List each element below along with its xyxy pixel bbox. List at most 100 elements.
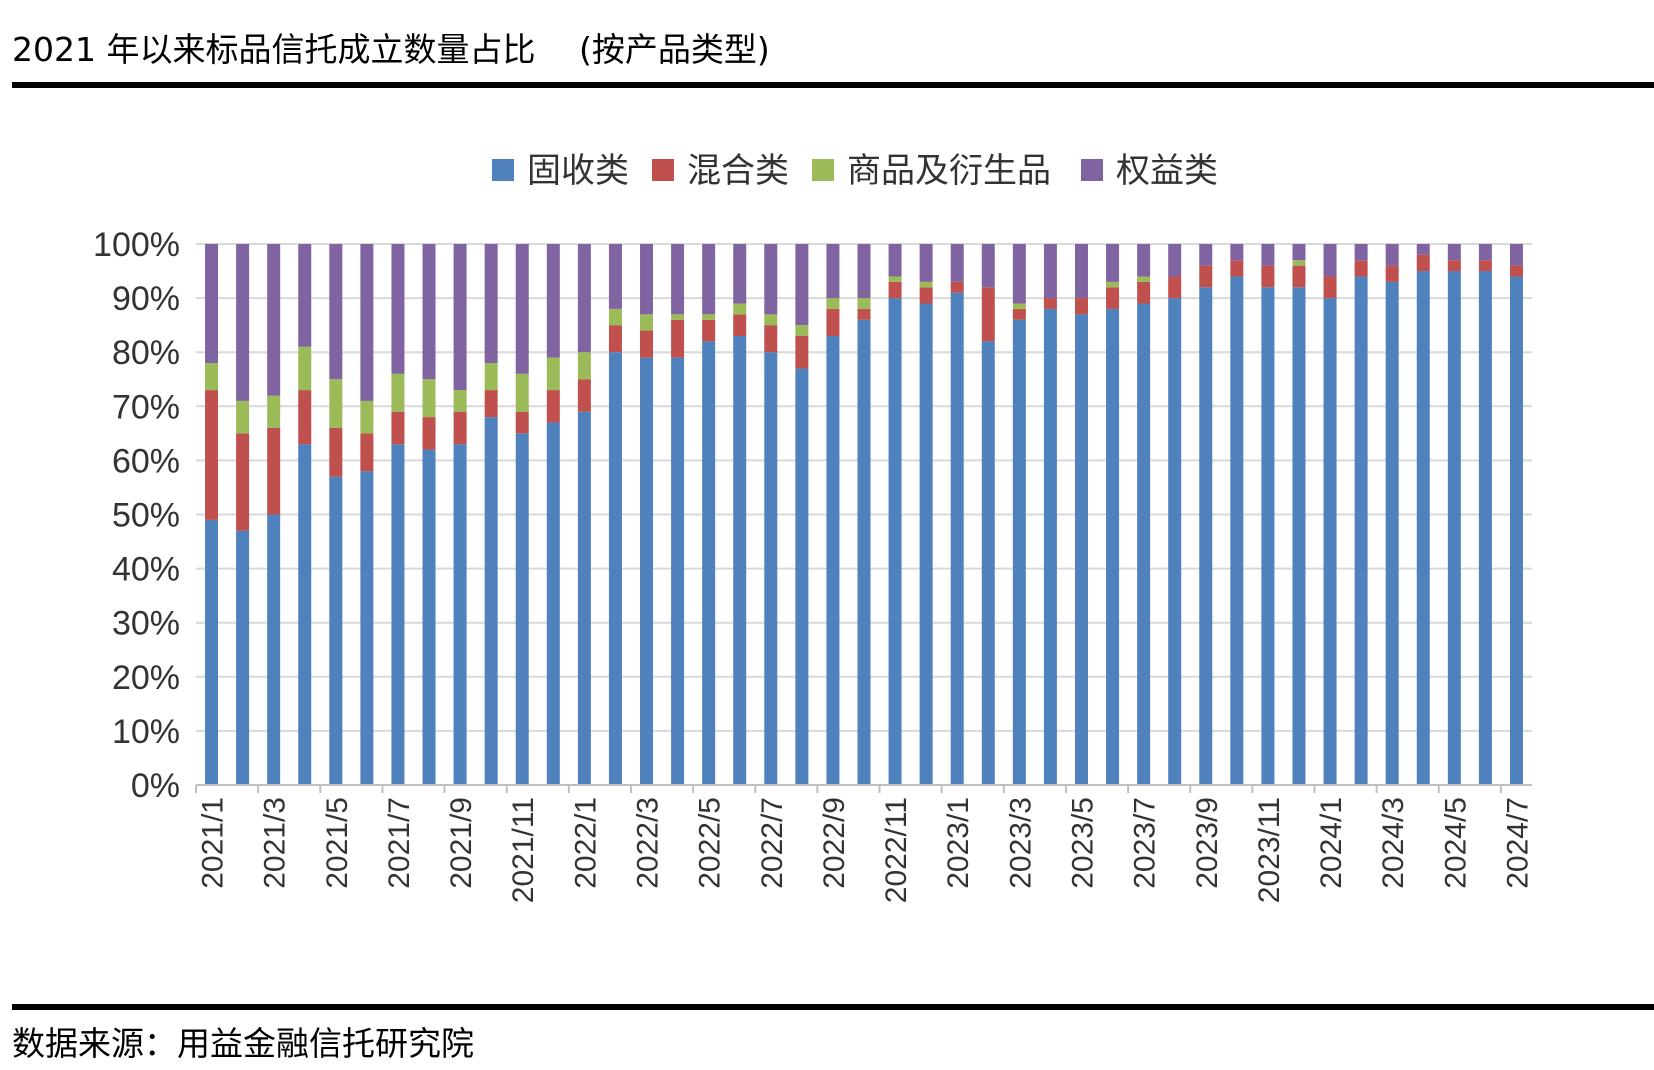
bar-segment: [1509, 265, 1523, 277]
bar-stack: [205, 244, 219, 785]
bar-segment: [453, 411, 467, 445]
bar-stack: [733, 244, 747, 785]
bar-segment: [1074, 314, 1088, 785]
y-tick-label: 40%: [112, 551, 180, 589]
bar-segment: [1354, 260, 1368, 277]
bar-segment: [1137, 244, 1151, 277]
bar-segment: [484, 417, 498, 785]
bar-stack: [1261, 244, 1275, 785]
bar-segment: [857, 319, 871, 785]
bar-segment: [1106, 287, 1120, 309]
legend-item: 固收类: [492, 151, 629, 191]
bar-segment: [608, 352, 622, 785]
bar-stack: [764, 244, 778, 785]
bar-segment: [267, 427, 281, 515]
bar-segment: [1447, 260, 1461, 272]
legend-label: 混合类: [687, 151, 789, 191]
bar-segment: [702, 314, 716, 320]
bar-segment: [608, 308, 622, 326]
bar-segment: [640, 330, 654, 358]
bar-segment: [981, 244, 995, 288]
bar-stack: [577, 244, 591, 785]
y-tick-label: 0%: [131, 767, 180, 805]
bar-segment: [857, 308, 871, 320]
x-tick-label: 2023/1: [942, 797, 975, 889]
bar-segment: [1416, 244, 1430, 255]
bar-segment: [826, 298, 840, 309]
bar-segment: [1261, 287, 1275, 785]
bar-segment: [950, 281, 964, 293]
bar-segment: [702, 341, 716, 785]
bar-segment: [950, 292, 964, 785]
bar-segment: [1509, 276, 1523, 785]
bar-segment: [453, 244, 467, 391]
x-tick-label: 2021/5: [321, 797, 354, 889]
bar-segment: [919, 287, 933, 304]
y-axis-tick-labels: 0% 10% 20% 30% 40% 50% 60% 70% 80% 90% 100%: [93, 226, 180, 805]
x-axis: 2021/1 2021/3 2021/5 2021/7 2021/9 2021/11 202…: [195, 784, 1534, 903]
bar-segment: [1416, 271, 1430, 785]
bar-segment: [733, 314, 747, 336]
bar-segment: [1199, 287, 1213, 785]
bar-segment: [888, 298, 902, 785]
bar-segment: [671, 357, 685, 785]
x-tick-label: 2021/9: [445, 797, 478, 889]
bar-segment: [236, 400, 250, 434]
bar-segment: [205, 244, 219, 364]
x-tick-label: 2021/3: [259, 797, 292, 889]
bar-segment: [546, 422, 560, 785]
x-tick-label: 2022/5: [694, 797, 727, 889]
bar-segment: [733, 303, 747, 315]
bar-segment: [298, 390, 312, 445]
bar-stack: [422, 244, 436, 785]
bottom-rule: [12, 1004, 1654, 1010]
bar-segment: [1354, 244, 1368, 261]
legend-swatch: [492, 159, 514, 181]
bar-segment: [671, 314, 685, 320]
legend-swatch: [652, 159, 674, 181]
bar-segment: [1230, 276, 1244, 785]
bar-segment: [1137, 303, 1151, 785]
x-tick-label: 2021/11: [507, 797, 540, 903]
bar-segment: [1261, 244, 1275, 266]
bar-segment: [329, 379, 343, 428]
bar-stack: [671, 244, 685, 785]
bar-segment: [577, 352, 591, 380]
bar-segment: [267, 514, 281, 785]
bar-segment: [857, 298, 871, 309]
bar-segment: [329, 427, 343, 477]
bar-segment: [608, 325, 622, 353]
bar-segment: [515, 244, 529, 374]
y-tick-label: 100%: [93, 226, 180, 264]
bar-segment: [1043, 298, 1057, 309]
bar-stack: [1447, 244, 1461, 785]
bar-segment: [1074, 244, 1088, 299]
x-tick-label: 2022/1: [569, 797, 602, 889]
bar-segment: [919, 244, 933, 282]
bar-stack: [1106, 244, 1120, 785]
bar-segment: [453, 390, 467, 412]
bar-segment: [950, 244, 964, 282]
bar-segment: [826, 244, 840, 299]
y-tick-label: 20%: [112, 659, 180, 697]
legend-item: 权益类: [1081, 151, 1218, 191]
bar-stack: [1354, 244, 1368, 785]
bar-segment: [1106, 244, 1120, 282]
bar-stack: [1043, 244, 1057, 785]
bar-stack: [484, 244, 498, 785]
legend-label: 商品及衍生品: [847, 151, 1051, 191]
bar-stack: [236, 244, 250, 785]
bar-stack: [267, 244, 281, 785]
bar-segment: [857, 244, 871, 299]
bar-segment: [205, 363, 219, 391]
bar-segment: [1012, 303, 1026, 309]
y-tick-label: 10%: [112, 713, 180, 751]
bar-segment: [826, 335, 840, 785]
bar-segment: [298, 444, 312, 785]
bar-segment: [1478, 271, 1492, 785]
bar-segment: [360, 433, 374, 472]
y-tick-label: 90%: [112, 280, 180, 318]
bar-stack: [329, 244, 343, 785]
bar-segment: [795, 325, 809, 336]
bar-stack: [640, 244, 654, 785]
